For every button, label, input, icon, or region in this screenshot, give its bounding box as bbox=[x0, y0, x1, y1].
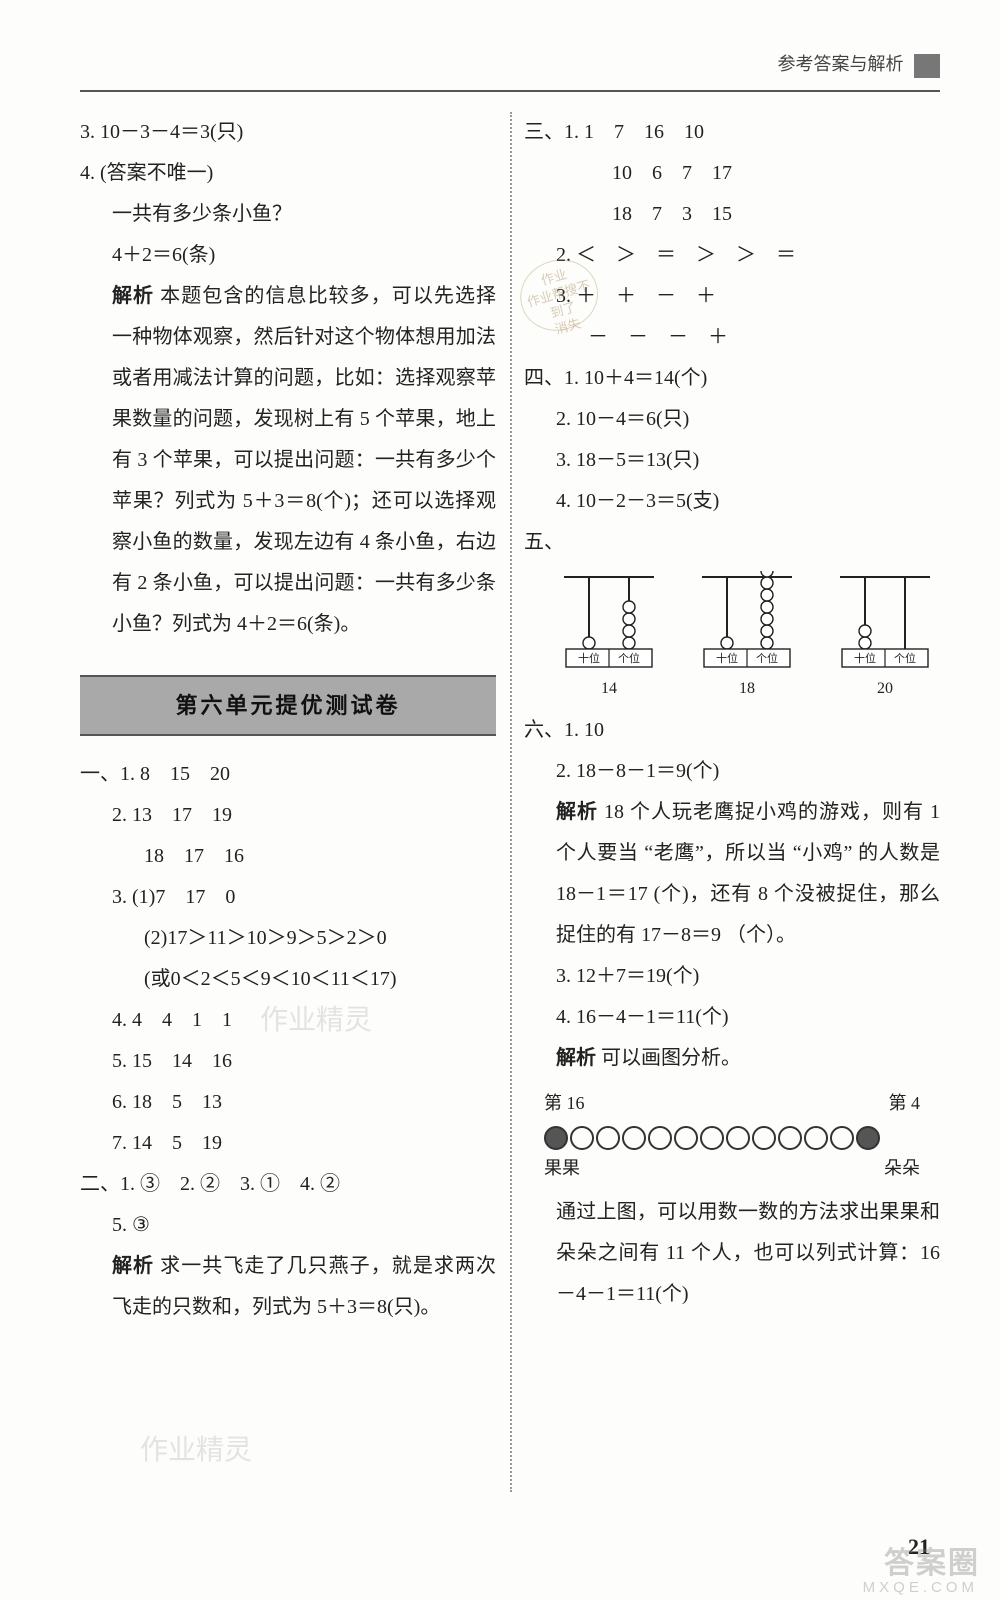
column-divider bbox=[510, 112, 512, 1492]
line: 一、1. 8 15 20 bbox=[80, 754, 496, 795]
line: 3. (1)7 17 0 bbox=[80, 877, 496, 918]
circle-open bbox=[778, 1126, 802, 1150]
line: 2. 13 17 19 bbox=[80, 795, 496, 836]
line: 通过上图，可以用数一数的方法求出果果和朵朵之间有 11 个人，也可以列式计算：1… bbox=[524, 1192, 940, 1315]
columns: 3. 10－3－4＝3(只) 4. (答案不唯一) 一共有多少条小鱼？ 4＋2＝… bbox=[80, 112, 940, 1492]
circle-top-labels: 第 16 第 4 bbox=[544, 1085, 920, 1122]
circle-bottom-labels: 果果 朵朵 bbox=[544, 1150, 920, 1187]
page: 参考答案与解析 3. 10－3－4＝3(只) 4. (答案不唯一) 一共有多少条… bbox=[0, 0, 1000, 1600]
circle-open bbox=[700, 1126, 724, 1150]
abacus-svg: 十位 个位 bbox=[692, 571, 802, 671]
line: 5. ③ bbox=[80, 1205, 496, 1246]
label-right-name: 朵朵 bbox=[884, 1150, 920, 1187]
svg-text:个位: 个位 bbox=[756, 651, 778, 665]
line: 3. 18－5＝13(只) bbox=[524, 440, 940, 481]
line: 五、 bbox=[524, 522, 940, 563]
circle-open bbox=[570, 1126, 594, 1150]
explain-block: 解析 求一共飞走了几只燕子，就是求两次飞走的只数和，列式为 5＋3＝8(只)。 bbox=[80, 1246, 496, 1328]
line: 一共有多少条小鱼？ bbox=[80, 194, 496, 235]
svg-text:十位: 十位 bbox=[578, 651, 600, 665]
line: 7. 14 5 19 bbox=[80, 1123, 496, 1164]
line: 4＋2＝6(条) bbox=[80, 235, 496, 276]
left-column: 3. 10－3－4＝3(只) 4. (答案不唯一) 一共有多少条小鱼？ 4＋2＝… bbox=[80, 112, 496, 1492]
label-left-name: 果果 bbox=[544, 1150, 580, 1187]
right-column: 作业 作业帮搜不到了 消失 三、1. 1 7 16 10 10 6 7 17 1… bbox=[524, 112, 940, 1492]
line: 10 6 7 17 bbox=[524, 153, 940, 194]
watermark-logo: 答案圈 bbox=[884, 1538, 980, 1582]
explain-block: 解析 可以画图分析。 bbox=[524, 1038, 940, 1079]
watermark-text: 作业精灵 bbox=[140, 1422, 252, 1479]
label-right-top: 第 4 bbox=[889, 1085, 921, 1122]
label-left-top: 第 16 bbox=[544, 1085, 585, 1122]
line: 2. 18－8－1＝9(个) bbox=[524, 751, 940, 792]
section-title: 第六单元提优测试卷 bbox=[80, 675, 496, 736]
line: 四、1. 10＋4＝14(个) bbox=[524, 358, 940, 399]
circle-filled bbox=[544, 1126, 568, 1150]
line: 2. 10－4＝6(只) bbox=[524, 399, 940, 440]
abacus: 十位 个位 18 bbox=[692, 571, 802, 706]
line: 18 17 16 bbox=[80, 836, 496, 877]
explain-label: 解析 bbox=[556, 801, 598, 823]
line: 4. 4 4 1 1 bbox=[80, 1000, 496, 1041]
line: 3. 12＋7＝19(个) bbox=[524, 956, 940, 997]
circle-open bbox=[596, 1126, 620, 1150]
header-tab bbox=[914, 54, 940, 78]
line: 六、1. 10 bbox=[524, 710, 940, 751]
explain-text: 求一共飞走了几只燕子，就是求两次飞走的只数和，列式为 5＋3＝8(只)。 bbox=[112, 1255, 496, 1318]
line: 4. (答案不唯一) bbox=[80, 153, 496, 194]
line: 2. ＜ ＞ ＝ ＞ ＞ ＝ bbox=[524, 235, 940, 276]
circle-open bbox=[622, 1126, 646, 1150]
circle-open bbox=[648, 1126, 672, 1150]
explain-label: 解析 bbox=[556, 1047, 596, 1069]
explain-text: 18 个人玩老鹰捉小鸡的游戏，则有 1 个人要当 “老鹰”，所以当 “小鸡” 的… bbox=[556, 801, 940, 946]
line: 3. 10－3－4＝3(只) bbox=[80, 112, 496, 153]
abacus-svg: 十位 个位 bbox=[830, 571, 940, 671]
line: (2)17＞11＞10＞9＞5＞2＞0 bbox=[80, 918, 496, 959]
abacus-svg: 十位 个位 bbox=[554, 571, 664, 671]
circle-row bbox=[544, 1126, 940, 1150]
circle-open bbox=[726, 1126, 750, 1150]
explain-block: 解析 18 个人玩老鹰捉小鸡的游戏，则有 1 个人要当 “老鹰”，所以当 “小鸡… bbox=[524, 792, 940, 956]
watermark-url: MXQE.COM bbox=[863, 1579, 978, 1596]
explain-text: 可以画图分析。 bbox=[596, 1047, 741, 1069]
line: 6. 18 5 13 bbox=[80, 1082, 496, 1123]
explain-label: 解析 bbox=[112, 1255, 154, 1277]
circle-filled bbox=[856, 1126, 880, 1150]
svg-text:十位: 十位 bbox=[716, 651, 738, 665]
abacus-label: 18 bbox=[692, 673, 802, 706]
abacus: 十位 个位 20 bbox=[830, 571, 940, 706]
line: 二、1. ③ 2. ② 3. ① 4. ② bbox=[80, 1164, 496, 1205]
header-rule bbox=[80, 90, 940, 92]
svg-text:十位: 十位 bbox=[854, 651, 876, 665]
line: 5. 15 14 16 bbox=[80, 1041, 496, 1082]
header-title: 参考答案与解析 bbox=[778, 54, 904, 74]
svg-text:个位: 个位 bbox=[618, 651, 640, 665]
line: 4. 10－2－3＝5(支) bbox=[524, 481, 940, 522]
circle-open bbox=[804, 1126, 828, 1150]
circle-open bbox=[752, 1126, 776, 1150]
explain-block: 解析 本题包含的信息比较多，可以先选择一种物体观察，然后针对这个物体想用加法或者… bbox=[80, 276, 496, 645]
line: － － － ＋ bbox=[524, 317, 940, 358]
page-header: 参考答案与解析 bbox=[80, 50, 940, 84]
svg-text:个位: 个位 bbox=[894, 651, 916, 665]
abacus-label: 14 bbox=[554, 673, 664, 706]
circle-open bbox=[674, 1126, 698, 1150]
line: 18 7 3 15 bbox=[524, 194, 940, 235]
line: 3. ＋ ＋ － ＋ bbox=[524, 276, 940, 317]
abacus: 十位 个位 14 bbox=[554, 571, 664, 706]
circle-open bbox=[830, 1126, 854, 1150]
line: (或0＜2＜5＜9＜10＜11＜17) bbox=[80, 959, 496, 1000]
abacus-label: 20 bbox=[830, 673, 940, 706]
abacus-row: 十位 个位 14 十位 个位 18 十位 个位 20 bbox=[554, 571, 940, 706]
line: 4. 16－4－1＝11(个) bbox=[524, 997, 940, 1038]
line: 三、1. 1 7 16 10 bbox=[524, 112, 940, 153]
explain-text: 本题包含的信息比较多，可以先选择一种物体观察，然后针对这个物体想用加法或者用减法… bbox=[112, 285, 496, 635]
explain-label: 解析 bbox=[112, 285, 154, 307]
